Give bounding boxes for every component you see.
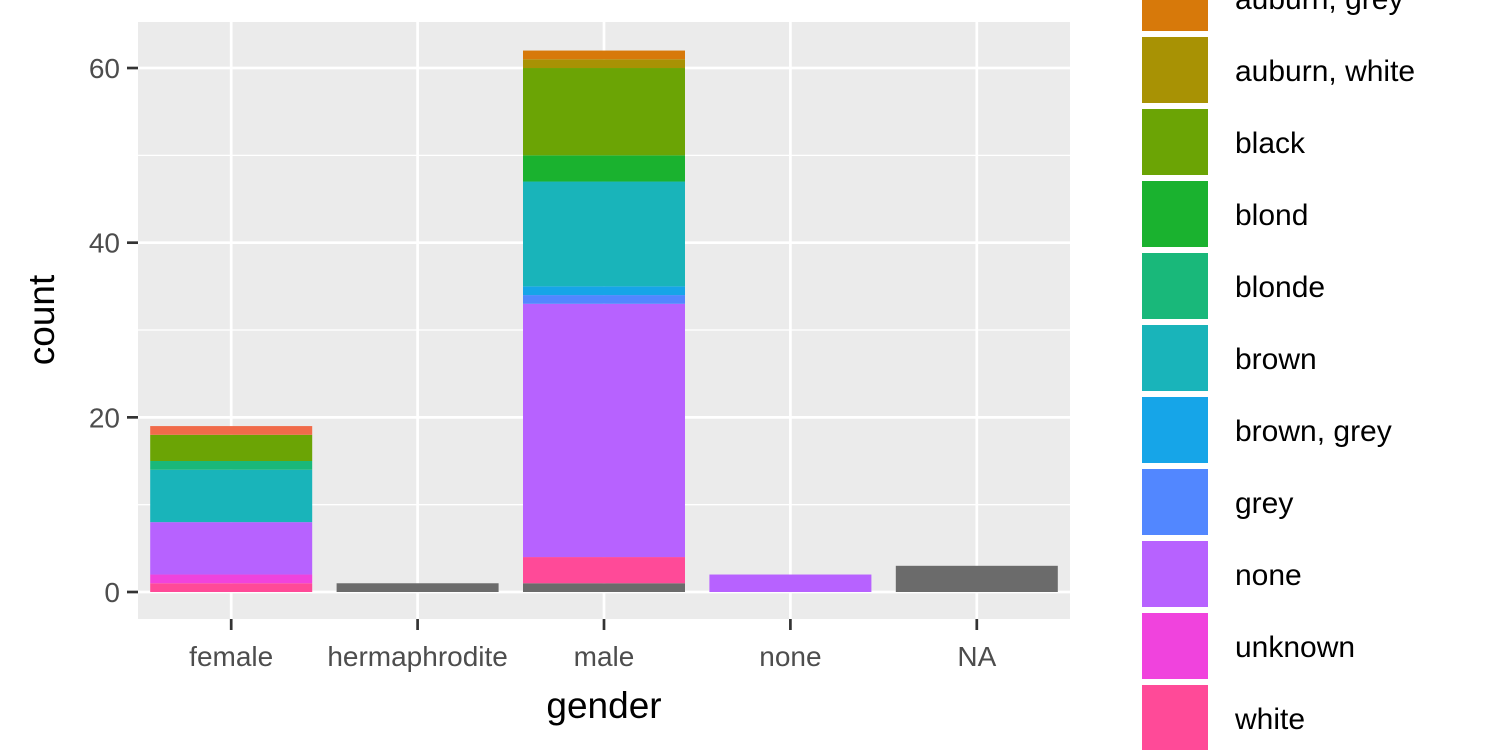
bar-segment	[523, 286, 685, 296]
y-tick-label: 40	[89, 228, 120, 259]
legend-key	[1142, 109, 1208, 175]
legend-label: blond	[1235, 199, 1308, 232]
bar-segment	[150, 583, 313, 592]
legend-key	[1142, 0, 1208, 31]
bar-segment	[523, 59, 685, 69]
x-tick-label: female	[189, 641, 273, 672]
y-tick-label: 60	[89, 53, 120, 84]
legend-key	[1142, 469, 1208, 535]
legend-key	[1142, 37, 1208, 103]
bar-segment	[150, 574, 313, 584]
legend-label: unknown	[1235, 631, 1355, 664]
stacked-bars	[150, 50, 1058, 592]
x-tick-label: male	[574, 641, 635, 672]
bar-segment	[895, 565, 1058, 592]
bar-segment	[150, 434, 313, 462]
legend-key	[1142, 253, 1208, 319]
legend-label: grey	[1235, 487, 1293, 520]
bar-segment	[523, 181, 685, 287]
bar-segment	[709, 574, 872, 592]
legend-key	[1142, 397, 1208, 463]
y-tick-label: 20	[89, 402, 120, 433]
legend-label: blonde	[1235, 271, 1325, 304]
legend-key	[1142, 685, 1208, 750]
legend-label: black	[1235, 127, 1306, 160]
x-tick-label: none	[759, 641, 821, 672]
legend-label: auburn, white	[1235, 55, 1415, 88]
bar-segment	[523, 50, 685, 60]
bar-segment	[150, 522, 313, 575]
legend-label: brown	[1235, 343, 1317, 376]
x-axis-title: gender	[546, 685, 661, 726]
x-axis-ticks: female hermaphrodite male none NA	[189, 619, 997, 672]
legend-label: none	[1235, 559, 1302, 592]
legend-label: white	[1234, 703, 1305, 736]
legend-key	[1142, 325, 1208, 391]
bar-segment	[336, 583, 499, 592]
legend-label: brown, grey	[1235, 415, 1392, 448]
legend: auburn, grey auburn, white black blond blond…	[1142, 0, 1415, 750]
legend-label: auburn, grey	[1235, 0, 1403, 16]
bar-segment	[523, 295, 685, 304]
bar-segment	[150, 469, 313, 523]
bar-segment	[523, 303, 685, 558]
bar-segment	[523, 155, 685, 182]
legend-key	[1142, 181, 1208, 247]
bar-segment	[523, 68, 685, 156]
y-tick-label: 0	[104, 577, 120, 608]
legend-key	[1142, 541, 1208, 607]
legend-key	[1142, 613, 1208, 679]
y-axis-title: count	[21, 274, 62, 365]
bar-segment	[523, 557, 685, 584]
bar-segment	[150, 461, 313, 470]
x-tick-label: hermaphrodite	[327, 641, 508, 672]
bar-segment	[523, 583, 685, 592]
y-axis-ticks: 0 20 40 60	[89, 53, 138, 608]
bar-segment	[150, 426, 313, 435]
x-tick-label: NA	[957, 641, 996, 672]
